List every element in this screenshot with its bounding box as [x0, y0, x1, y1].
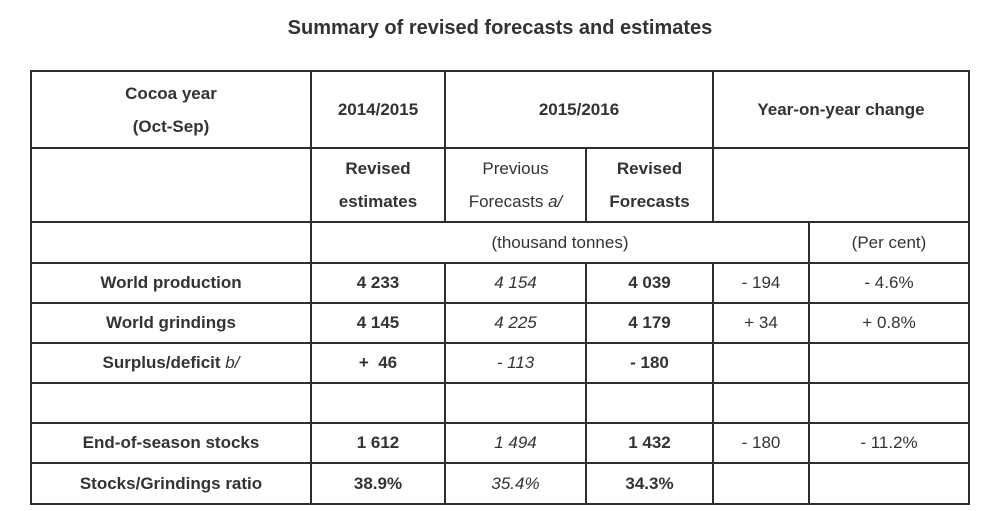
table-cell — [585, 382, 714, 424]
row-label: Surplus/deficit b/ — [30, 342, 312, 384]
subheader-previous-forecasts-line1: Previous — [482, 159, 549, 178]
table-cell: - 180 — [585, 342, 714, 384]
subheader-revised-forecasts: Revised Forecasts — [585, 147, 714, 223]
subheader-empty-yoy-cell — [712, 147, 970, 223]
table-cell — [808, 342, 970, 384]
table-row: Stocks/Grindings ratio 38.9% 35.4% 34.3% — [30, 462, 970, 505]
table-cell — [310, 382, 446, 424]
row-label: End-of-season stocks — [30, 422, 312, 464]
subheader-revised-estimates-line1: Revised — [345, 159, 411, 178]
table-row: End-of-season stocks 1 612 1 494 1 432 -… — [30, 422, 970, 464]
table-row-empty — [30, 382, 970, 424]
subheader-revised-forecasts-line2: Forecasts — [609, 192, 690, 211]
header-cocoa-year-line1: Cocoa year — [125, 83, 217, 103]
footnote-marker-b: b/ — [220, 353, 240, 372]
table-cell: 4 039 — [585, 262, 714, 304]
subheader-previous-forecasts: Previous Forecasts a/ — [444, 147, 587, 223]
header-2014-2015: 2014/2015 — [310, 70, 446, 149]
table-cell — [444, 382, 587, 424]
header-2015-2016: 2015/2016 — [444, 70, 714, 149]
subheader-revised-forecasts-line1: Revised — [616, 159, 683, 178]
table-row: World production 4 233 4 154 4 039 - 194… — [30, 262, 970, 304]
table-cell: 4 154 — [444, 262, 587, 304]
header-empty-cell — [30, 147, 312, 223]
forecast-table: Cocoa year (Oct-Sep) 2014/2015 2015/2016… — [30, 70, 970, 505]
footnote-marker-a: a/ — [543, 192, 563, 211]
row-label — [30, 382, 312, 424]
table-cell: 1 494 — [444, 422, 587, 464]
table-cell: - 11.2% — [808, 422, 970, 464]
units-thousand-tonnes: (thousand tonnes) — [310, 221, 810, 264]
page-title: Summary of revised forecasts and estimat… — [287, 17, 713, 39]
subheader-revised-estimates-line2: estimates — [338, 192, 418, 211]
row-label: World grindings — [30, 302, 312, 344]
table-cell: 4 233 — [310, 262, 446, 304]
table-cell: 4 225 — [444, 302, 587, 344]
table-cell: - 194 — [712, 262, 810, 304]
table-header-row-1: Cocoa year (Oct-Sep) 2014/2015 2015/2016… — [30, 70, 970, 149]
subheader-previous-forecasts-line2: Forecasts a/ — [468, 192, 563, 211]
table-cell: - 4.6% — [808, 262, 970, 304]
table-cell — [808, 382, 970, 424]
header-cocoa-year: Cocoa year (Oct-Sep) — [30, 70, 312, 149]
row-label: Stocks/Grindings ratio — [30, 462, 312, 505]
table-cell: - 180 — [712, 422, 810, 464]
header-cocoa-year-line2: (Oct-Sep) — [132, 116, 210, 136]
table-cell: + 46 — [310, 342, 446, 384]
table-cell: 38.9% — [310, 462, 446, 505]
table-header-row-2: Revised estimates Previous Forecasts a/ … — [30, 147, 970, 223]
table-units-row: (thousand tonnes) (Per cent) — [30, 221, 970, 264]
table-cell — [712, 462, 810, 505]
table-cell: 35.4% — [444, 462, 587, 505]
table-cell: 34.3% — [585, 462, 714, 505]
table-cell: 4 179 — [585, 302, 714, 344]
table-cell: - 113 — [444, 342, 587, 384]
table-cell — [712, 382, 810, 424]
table-cell — [808, 462, 970, 505]
table-cell — [712, 342, 810, 384]
header-year-on-year-change: Year-on-year change — [712, 70, 970, 149]
table-cell: + 34 — [712, 302, 810, 344]
row-label: World production — [30, 262, 312, 304]
table-row: Surplus/deficit b/ + 46 - 113 - 180 — [30, 342, 970, 384]
table-cell: 4 145 — [310, 302, 446, 344]
table-cell: + 0.8% — [808, 302, 970, 344]
table-cell: 1 612 — [310, 422, 446, 464]
units-per-cent: (Per cent) — [808, 221, 970, 264]
table-row: World grindings 4 145 4 225 4 179 + 34 +… — [30, 302, 970, 344]
subheader-revised-estimates: Revised estimates — [310, 147, 446, 223]
table-cell: 1 432 — [585, 422, 714, 464]
units-empty-cell — [30, 221, 312, 264]
